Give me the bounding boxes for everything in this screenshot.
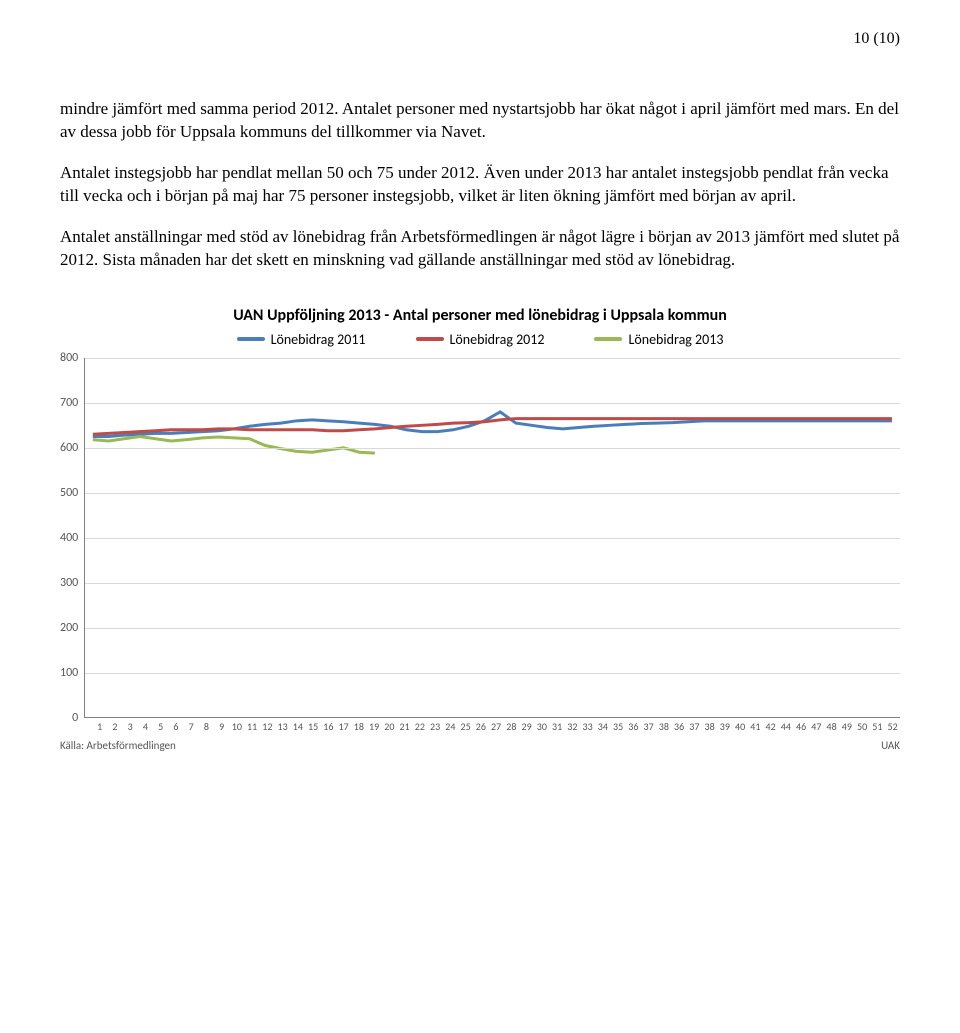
legend-item: Lönebidrag 2011 — [237, 331, 366, 348]
chart-footer-right: UAK — [881, 739, 900, 752]
y-axis: 8007006005004003002001000 — [60, 358, 84, 718]
chart-legend: Lönebidrag 2011 Lönebidrag 2012 Lönebidr… — [60, 331, 900, 348]
legend-item: Lönebidrag 2013 — [594, 331, 723, 348]
plot-area — [84, 358, 900, 718]
page-number: 10 (10) — [60, 30, 900, 48]
legend-label: Lönebidrag 2012 — [450, 331, 545, 348]
legend-item: Lönebidrag 2012 — [416, 331, 545, 348]
legend-label: Lönebidrag 2013 — [628, 331, 723, 348]
chart-container: UAN Uppföljning 2013 - Antal personer me… — [60, 306, 900, 752]
body-text: mindre jämfört med samma period 2012. An… — [60, 98, 900, 272]
chart-source: Källa: Arbetsförmedlingen — [60, 739, 176, 752]
legend-swatch — [416, 337, 444, 341]
paragraph: Antalet instegsjobb har pendlat mellan 5… — [60, 162, 900, 208]
legend-label: Lönebidrag 2011 — [271, 331, 366, 348]
x-axis: 1234567891011121314151617181920212223242… — [92, 720, 900, 733]
legend-swatch — [594, 337, 622, 341]
legend-swatch — [237, 337, 265, 341]
paragraph: mindre jämfört med samma period 2012. An… — [60, 98, 900, 144]
paragraph: Antalet anställningar med stöd av lönebi… — [60, 226, 900, 272]
chart-title: UAN Uppföljning 2013 - Antal personer me… — [60, 306, 900, 325]
